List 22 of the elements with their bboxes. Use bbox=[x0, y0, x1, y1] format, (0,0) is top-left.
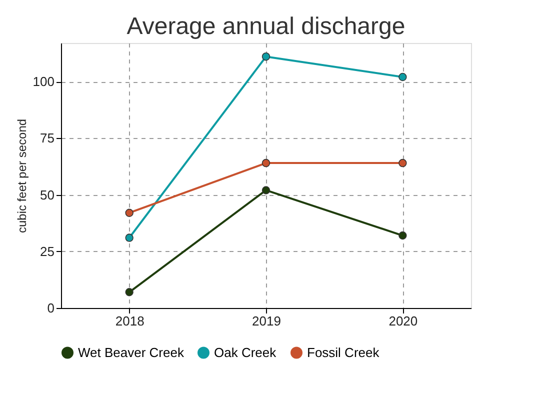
y-tick-label: 50 bbox=[40, 187, 54, 202]
y-tick-label: 75 bbox=[40, 130, 54, 146]
chart-title: Average annual discharge bbox=[126, 13, 406, 40]
x-tick-label: 2020 bbox=[388, 314, 418, 328]
point bbox=[125, 234, 134, 242]
x-tick-label: 2018 bbox=[115, 314, 144, 328]
legend-label: Wet Beaver Creek bbox=[78, 344, 184, 360]
point bbox=[262, 52, 270, 61]
point bbox=[262, 158, 270, 168]
x-tick-label: 2019 bbox=[252, 314, 281, 328]
point bbox=[262, 186, 270, 194]
y-axis-title: cubic feet per second bbox=[14, 118, 29, 234]
y-tick-label: 100 bbox=[32, 74, 54, 90]
point bbox=[398, 158, 407, 168]
point bbox=[125, 208, 134, 217]
y-tick-label: 0 bbox=[47, 300, 54, 316]
y-tick-label: 25 bbox=[40, 244, 54, 259]
point bbox=[398, 231, 407, 240]
point bbox=[125, 288, 134, 296]
point bbox=[398, 72, 407, 82]
legend-label: Oak Creek bbox=[214, 344, 277, 360]
legend-label: Fossil Creek bbox=[307, 344, 380, 360]
